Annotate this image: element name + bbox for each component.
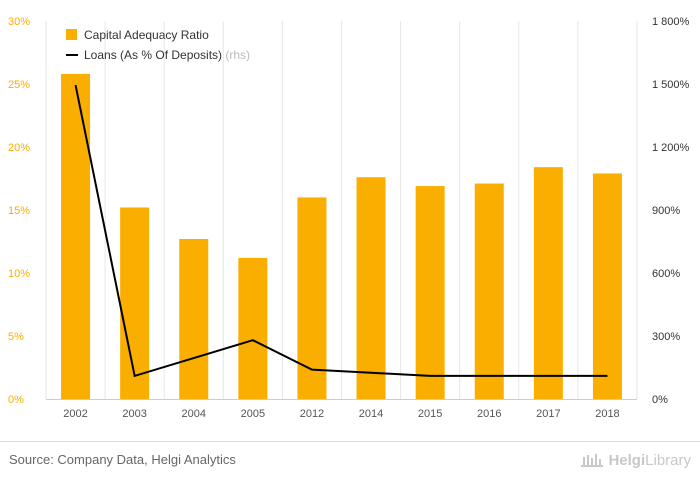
y-left-tick-label: 0%	[8, 394, 24, 406]
y-right-tick-label: 1 800%	[652, 16, 690, 28]
y-right-tick-label: 1 500%	[652, 79, 690, 91]
y-left-tick-label: 25%	[8, 79, 30, 91]
x-tick-label: 2004	[182, 408, 206, 420]
y-right-tick-label: 300%	[652, 331, 680, 343]
y-left-tick-label: 5%	[8, 331, 24, 343]
y-right-tick-label: 0%	[652, 394, 668, 406]
x-tick-label: 2016	[477, 408, 501, 420]
x-tick-label: 2012	[300, 408, 324, 420]
series-line	[74, 84, 608, 378]
bar	[238, 257, 268, 399]
legend-rhs-note: (rhs)	[225, 48, 250, 62]
chart: 0% 5% 10% 15% 20% 25% 30% 0% 300% 600% 900% 1 200% 1…	[8, 16, 690, 420]
footer: Source: Company Data, Helgi Analytics He…	[0, 441, 700, 484]
x-tick-label: 2005	[241, 408, 265, 420]
bar	[356, 177, 386, 399]
legend-label-line: Loans (As % Of Deposits) (rhs)	[84, 48, 250, 62]
bar	[120, 207, 150, 399]
x-tick-label: 2017	[536, 408, 560, 420]
logo-wordmark: HelgiLibrary	[608, 451, 691, 469]
y-right-tick-label: 900%	[652, 205, 680, 217]
y-right-tick-label: 600%	[652, 268, 680, 280]
x-tick-label: 2018	[595, 408, 619, 420]
y-left-tick-label: 10%	[8, 268, 30, 280]
y-right-tick-label: 1 200%	[652, 142, 690, 154]
source-note: Source: Company Data, Helgi Analytics	[9, 452, 236, 467]
bar	[415, 186, 445, 399]
legend-swatch-bar	[66, 29, 77, 40]
x-tick-label: 2002	[63, 408, 87, 420]
library-building-icon	[581, 454, 604, 467]
bar	[533, 167, 563, 399]
bar	[179, 238, 209, 399]
x-tick-label: 2014	[359, 408, 383, 420]
y-left-tick-label: 30%	[8, 16, 30, 28]
y-left-tick-label: 20%	[8, 142, 30, 154]
x-tick-label: 2003	[122, 408, 146, 420]
x-tick-label: 2015	[418, 408, 442, 420]
bar	[61, 73, 91, 400]
helgi-library-logo[interactable]: HelgiLibrary	[580, 450, 691, 470]
legend-label-bar: Capital Adequacy Ratio	[84, 28, 209, 42]
y-left-tick-label: 15%	[8, 205, 30, 217]
bar	[474, 183, 504, 399]
bar	[592, 173, 622, 399]
